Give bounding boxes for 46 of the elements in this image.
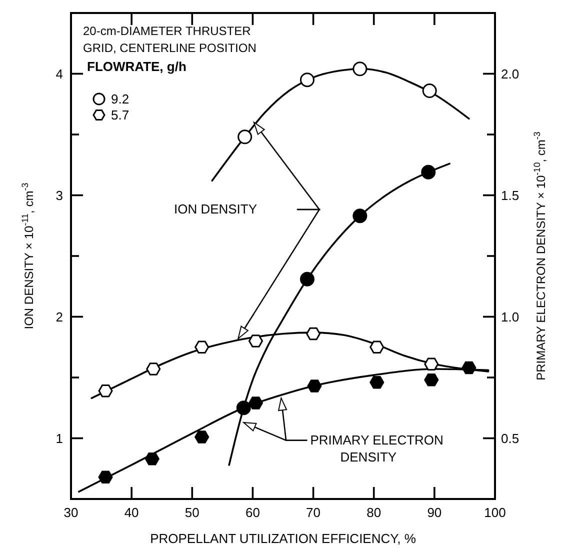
x-tick-label: 60 xyxy=(245,505,260,520)
y2-tick-label: 1.5 xyxy=(501,188,520,203)
legend-title: FLOWRATE, g/h xyxy=(87,59,186,74)
x-tick-label: 50 xyxy=(184,505,200,520)
point xyxy=(194,340,210,354)
point xyxy=(194,430,210,444)
y2-tick-label: 0.5 xyxy=(501,430,520,446)
point xyxy=(300,272,314,286)
annotation: PRIMARY ELECTRON DENSITY xyxy=(310,432,444,464)
y-tick-label: 4 xyxy=(56,66,63,82)
x-tick-label: 30 xyxy=(64,505,78,520)
x-tick-label: 70 xyxy=(306,505,321,520)
point xyxy=(307,380,322,392)
point xyxy=(352,62,368,76)
point xyxy=(98,384,113,398)
point xyxy=(424,374,439,386)
point xyxy=(144,452,160,466)
y-tick-label: 3 xyxy=(56,188,63,203)
point xyxy=(424,358,439,371)
point xyxy=(306,327,321,340)
point xyxy=(300,72,314,88)
point xyxy=(370,376,384,389)
annotation: ION DENSITY xyxy=(174,201,258,216)
point xyxy=(248,396,263,410)
point xyxy=(422,84,437,98)
point xyxy=(370,340,384,354)
y-tick-label: 1 xyxy=(56,430,63,446)
point xyxy=(146,362,161,376)
point xyxy=(248,334,263,348)
point xyxy=(98,470,113,484)
y2-tick-label: 1.0 xyxy=(501,309,520,324)
x-tick-label: 100 xyxy=(484,505,506,520)
legend-label: 5.7 xyxy=(111,108,130,123)
point xyxy=(421,164,436,180)
legend-label: 9.2 xyxy=(111,92,130,107)
point xyxy=(236,400,251,416)
point xyxy=(352,208,368,224)
y2-tick-label: 2.0 xyxy=(501,66,520,82)
point xyxy=(462,361,476,374)
x-tick-label: 90 xyxy=(427,505,442,520)
point xyxy=(238,130,252,144)
x-axis-title: PROPELLANT UTILIZATION EFFICIENCY, % xyxy=(150,531,416,546)
text: 20-cm-DIAMETER THRUSTER GRID, CENTERLINE POSITION xyxy=(83,24,256,55)
y-tick-label: 2 xyxy=(56,309,63,324)
x-tick-label: 40 xyxy=(124,505,139,520)
x-tick-label: 80 xyxy=(366,505,382,520)
